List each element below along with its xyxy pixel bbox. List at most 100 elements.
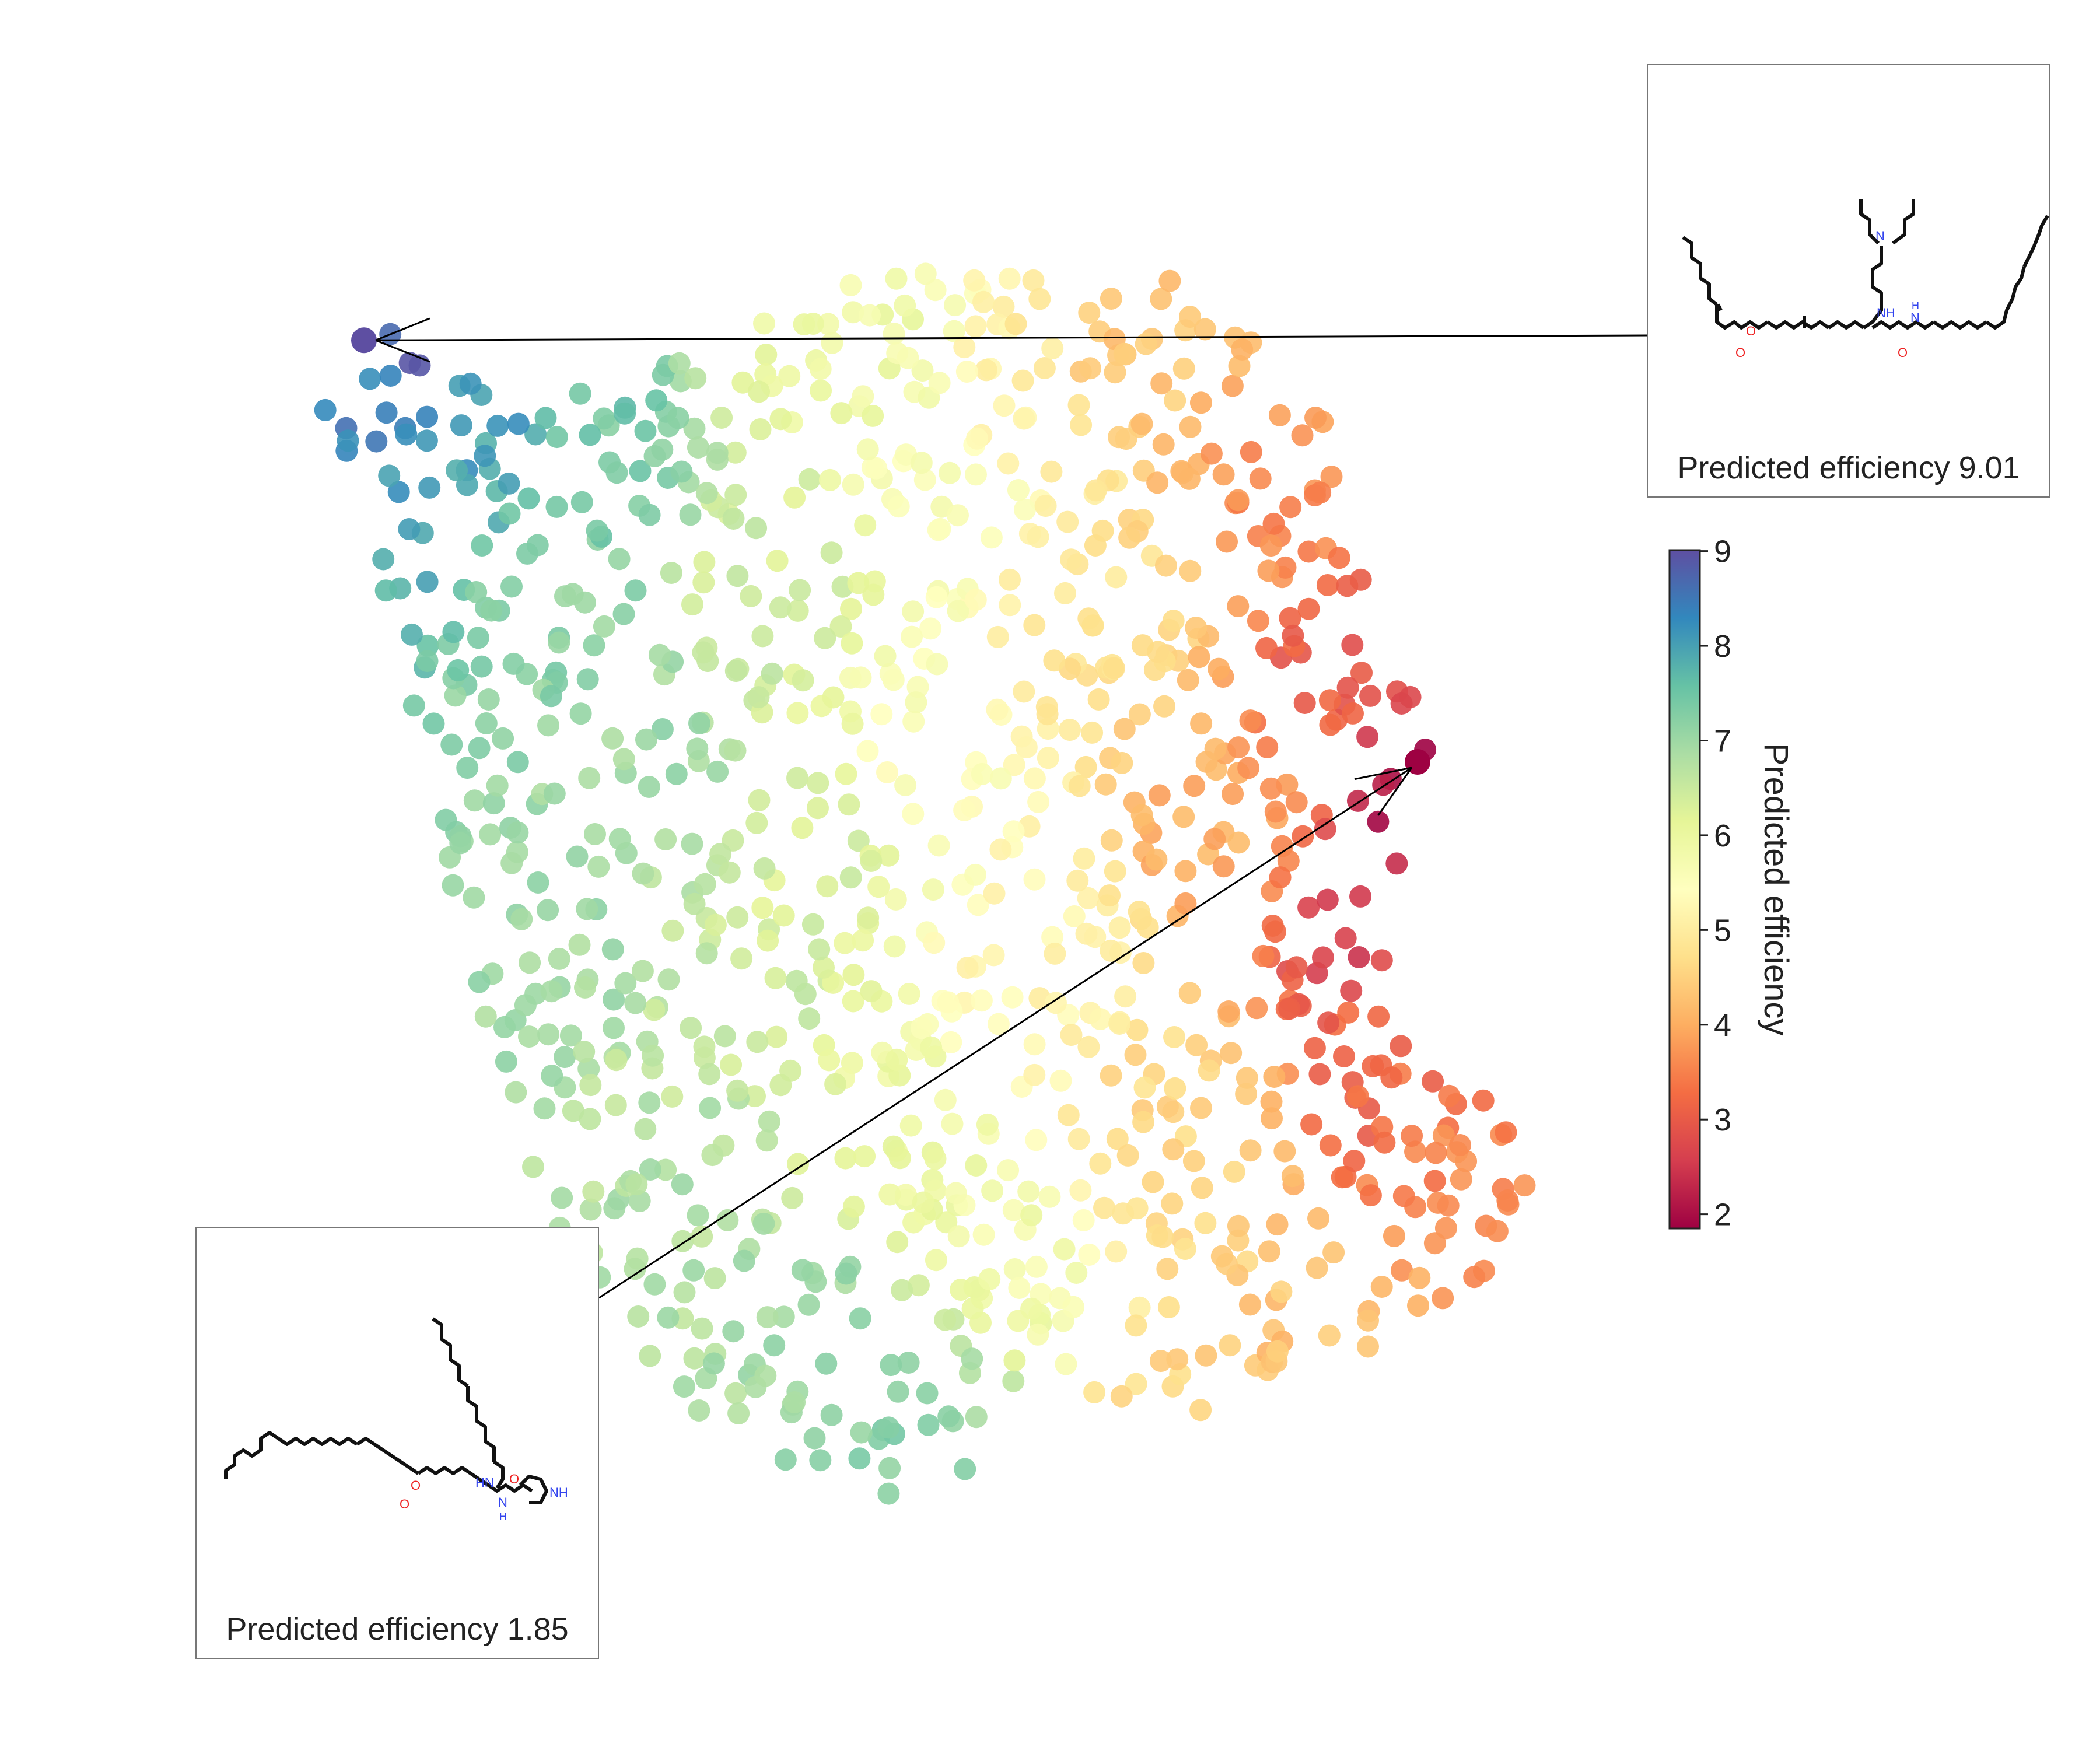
scatter-point <box>944 294 967 317</box>
scatter-point <box>359 368 382 390</box>
scatter-point <box>856 438 879 461</box>
scatter-point <box>1114 985 1137 1008</box>
colorbar-label: Predicted efficiency <box>1757 743 1795 1036</box>
scatter-point <box>1221 374 1244 397</box>
scatter-point <box>1291 424 1314 447</box>
scatter-point <box>972 1223 995 1246</box>
scatter-point <box>612 603 635 625</box>
scatter-point <box>1100 1064 1122 1087</box>
scatter-point <box>1463 1266 1486 1289</box>
scatter-point <box>859 304 881 327</box>
scatter-point <box>923 932 946 954</box>
scatter-point <box>661 1085 684 1108</box>
scatter-point <box>852 929 874 952</box>
scatter-point <box>1166 1348 1189 1371</box>
scatter-point <box>847 572 870 594</box>
scatter-point <box>966 427 988 450</box>
scatter-point <box>1027 790 1050 813</box>
scatter-point <box>928 834 950 857</box>
scatter-point <box>834 932 856 954</box>
scatter-point <box>849 666 872 689</box>
molecule-structure-high: N NH N H O O O <box>1682 200 2049 360</box>
scatter-point <box>1316 574 1339 596</box>
scatter-point <box>820 541 843 564</box>
scatter-point <box>753 312 775 335</box>
scatter-point <box>877 1482 900 1505</box>
scatter-point <box>643 1273 666 1296</box>
scatter-point <box>1152 1226 1174 1248</box>
scatter-point <box>603 1017 625 1040</box>
scatter-point <box>1125 1373 1147 1395</box>
scatter-point <box>593 615 615 638</box>
scatter-point <box>1210 1245 1233 1268</box>
scatter-point <box>970 989 993 1012</box>
scatter-point <box>1033 357 1056 379</box>
scatter-point <box>764 967 787 989</box>
scatter-point <box>1054 582 1076 604</box>
scatter-point <box>1094 773 1117 796</box>
scatter-point <box>687 436 709 459</box>
scatter-point <box>1317 1012 1340 1034</box>
scatter-point <box>730 947 753 970</box>
colorbar-tick-label: 4 <box>1714 1008 1731 1043</box>
scatter-point <box>1150 1350 1172 1373</box>
scatter-point <box>1263 1066 1286 1088</box>
scatter-point <box>507 412 530 435</box>
scatter-point <box>1279 496 1302 519</box>
scatter-point <box>537 899 559 922</box>
scatter-point <box>1367 1005 1390 1028</box>
scatter-point <box>482 792 505 815</box>
scatter-point <box>684 367 707 390</box>
scatter-point <box>956 957 979 979</box>
scatter-point <box>791 817 814 839</box>
scatter-point <box>587 855 610 878</box>
scatter-point <box>514 994 537 1017</box>
scatter-point <box>679 503 702 526</box>
scatter-point <box>910 452 933 474</box>
scatter-point <box>463 886 485 909</box>
svg-text:N: N <box>1910 310 1920 325</box>
scatter-point <box>1357 1335 1379 1358</box>
scatter-point <box>877 844 900 867</box>
scatter-point <box>758 1110 780 1133</box>
scatter-point <box>449 832 472 855</box>
scatter-point <box>1219 1334 1241 1357</box>
scatter-points <box>314 262 1536 1505</box>
scatter-point <box>732 371 754 394</box>
scatter-point <box>818 1049 841 1072</box>
scatter-point <box>606 461 628 484</box>
scatter-point <box>1003 1349 1026 1372</box>
scatter-point <box>862 404 884 427</box>
scatter-point <box>1382 1224 1405 1247</box>
scatter-point <box>576 898 598 921</box>
scatter-point <box>839 866 862 889</box>
scatter-point <box>964 315 987 338</box>
scatter-point <box>1346 1085 1369 1108</box>
scatter-point <box>627 1306 650 1328</box>
scatter-point <box>634 1118 657 1140</box>
scatter-point <box>867 876 890 898</box>
scatter-point <box>1162 610 1185 632</box>
scatter-point <box>395 423 418 446</box>
scatter-point <box>761 662 783 685</box>
scatter-point <box>1172 357 1195 380</box>
scatter-point <box>765 1026 788 1048</box>
scatter-point <box>1027 1323 1049 1346</box>
scatter-point <box>1106 1128 1129 1150</box>
scatter-point <box>1336 676 1359 699</box>
scatter-point <box>916 1382 939 1405</box>
scatter-point <box>1066 869 1089 892</box>
scatter-point <box>1362 1055 1384 1077</box>
scatter-point <box>1297 597 1320 620</box>
scatter-point <box>477 688 500 710</box>
scatter-point <box>783 486 806 509</box>
scatter-point <box>1063 905 1086 928</box>
scatter-point <box>752 1212 775 1235</box>
scatter-point <box>965 463 987 486</box>
scatter-point <box>687 1204 709 1227</box>
scatter-point <box>1285 956 1308 979</box>
colorbar-ticks: 2 3 4 5 6 7 8 9 <box>1700 534 1731 1233</box>
scatter-point <box>1341 634 1364 656</box>
svg-text:NH: NH <box>1877 306 1895 320</box>
scatter-point <box>754 1364 777 1387</box>
